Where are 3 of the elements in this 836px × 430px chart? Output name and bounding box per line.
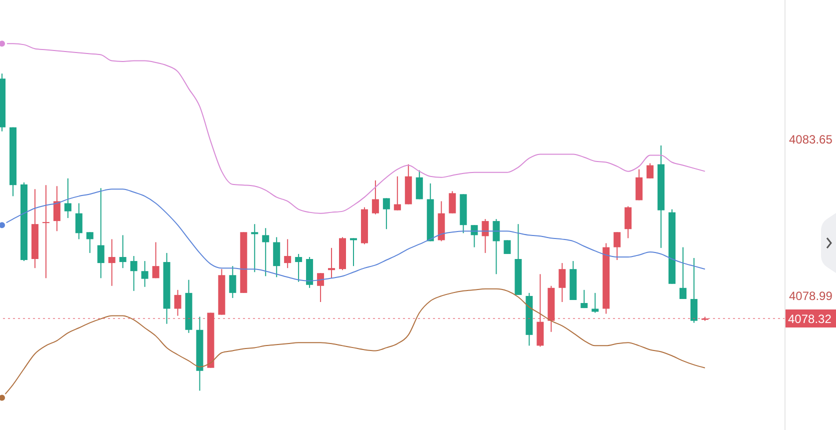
y-tick-label: 4083.65 (789, 132, 833, 147)
y-tick-label: 4078.99 (789, 289, 833, 304)
ref-line-label: 4078.32 (788, 312, 832, 326)
